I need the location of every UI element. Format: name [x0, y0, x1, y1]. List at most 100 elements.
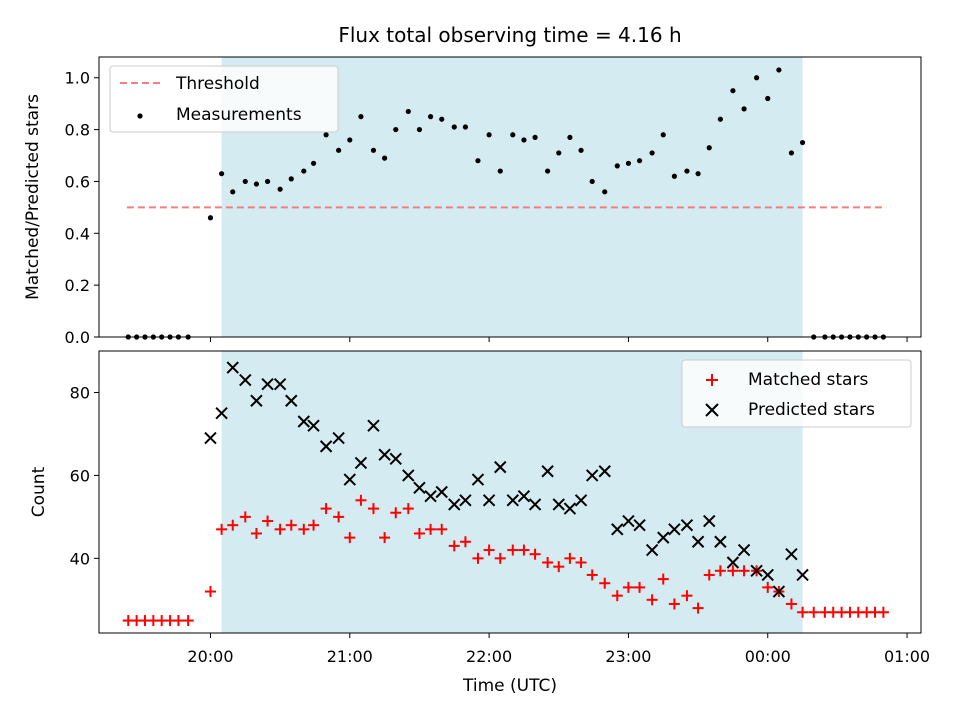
bottom-axes-frame	[98, 350, 922, 634]
measurement-point	[684, 168, 690, 174]
predicted-star-point-b	[680, 518, 694, 532]
predicted-star-point-b	[482, 494, 496, 507]
x-tick-label: 00:00	[745, 647, 791, 666]
measurement-point	[382, 155, 388, 161]
measurement-point	[393, 126, 399, 133]
matched-star-points	[122, 494, 889, 627]
bottom-y-axis: 40 60 80	[70, 383, 99, 568]
predicted-star-point	[378, 448, 391, 461]
x-axis-label: Time (UTC)	[462, 676, 557, 696]
matched-star-point	[611, 590, 623, 602]
legend-measurements-swatch	[137, 113, 143, 119]
predicted-star-point-b	[691, 535, 705, 548]
predicted-star-point	[506, 494, 519, 507]
top-panel: 0.0 0.2 0.4 0.6 0.8 1.0 Flux total observing …	[23, 23, 922, 347]
predicted-star-point	[204, 431, 217, 445]
bottom-y-tick-label: 40	[70, 549, 90, 568]
predicted-star-point	[459, 494, 472, 507]
measurement-point	[625, 160, 632, 166]
measurement-point	[799, 139, 806, 146]
top-y-tick-label: 0.8	[65, 121, 90, 140]
measurement-point	[578, 147, 584, 153]
predicted-star-point	[552, 498, 565, 511]
measurement-point	[253, 181, 260, 187]
predicted-star-point-b	[273, 377, 287, 391]
predicted-star-point	[332, 431, 345, 445]
predicted-star-point	[796, 568, 809, 582]
matched-star-point	[727, 565, 739, 577]
legend-measurements-label: Measurements	[176, 105, 302, 125]
predicted-star-point	[250, 394, 263, 407]
predicted-star-point-b	[435, 485, 448, 499]
legend-matched-swatch	[706, 374, 718, 386]
matched-star-point	[459, 536, 471, 548]
measurement-point	[347, 137, 353, 143]
matched-star-point	[227, 519, 239, 531]
predicted-star-point	[668, 523, 681, 536]
predicted-star-point	[761, 568, 774, 582]
measurement-point	[660, 132, 666, 138]
predicted-star-point-b	[448, 498, 461, 511]
predicted-star-point-b	[459, 494, 472, 507]
predicted-star-point-b	[239, 373, 252, 387]
measurement-point	[776, 67, 782, 73]
matched-star-point	[808, 606, 820, 618]
matched-star-point	[472, 552, 484, 564]
measurement-point	[475, 158, 481, 164]
legend-predicted-swatch	[705, 403, 719, 417]
predicted-star-point-b	[714, 535, 727, 548]
predicted-star-point	[354, 456, 368, 470]
measurement-point	[416, 126, 423, 133]
predicted-star-point-b	[541, 465, 554, 478]
predicted-star-point-b	[354, 456, 368, 470]
predicted-star-point	[343, 473, 356, 486]
predicted-star-point-b	[343, 473, 356, 486]
predicted-star-point-b	[726, 556, 740, 569]
predicted-star-point	[737, 543, 751, 557]
predicted-star-point	[297, 415, 311, 428]
predicted-star-point-b	[761, 568, 774, 582]
predicted-star-point	[413, 481, 426, 495]
chart-title: Flux total observing time = 4.16 h	[338, 23, 681, 47]
matched-star-point	[285, 519, 297, 531]
matched-star-point	[762, 581, 774, 593]
predicted-star-point-b	[703, 514, 716, 528]
predicted-star-point-b	[307, 419, 320, 432]
predicted-star-point	[239, 373, 252, 387]
predicted-star-point	[785, 547, 798, 561]
measurement-point	[636, 158, 643, 164]
matched-star-point	[436, 523, 448, 535]
legend-threshold-label: Threshold	[175, 74, 260, 94]
matched-star-point	[797, 606, 809, 618]
predicted-star-point-b	[367, 419, 380, 432]
predicted-star-point	[285, 394, 298, 407]
predicted-star-point-b	[750, 564, 763, 578]
measurement-point	[405, 108, 411, 115]
matched-star-point	[250, 527, 262, 539]
matched-star-point	[692, 602, 704, 614]
predicted-star-point	[680, 518, 694, 532]
matched-star-point	[529, 548, 541, 560]
matched-star-point	[448, 540, 460, 552]
measurement-point	[497, 168, 503, 174]
predicted-star-point	[541, 465, 554, 478]
measurement-point	[242, 178, 248, 185]
predicted-star-point	[574, 494, 588, 507]
matched-star-point	[703, 569, 715, 581]
predicted-star-point-b	[285, 394, 298, 407]
measurement-point	[288, 176, 294, 182]
measurement-point	[671, 173, 678, 179]
bottom-y-tick-label: 60	[70, 466, 90, 485]
bottom-y-tick-label: 80	[70, 383, 90, 402]
matched-star-point	[172, 615, 184, 627]
bottom-panel: 40 60 80 20:00 21:00 22:00 23:00 00:00 01:00 Co…	[29, 350, 930, 696]
measurement-point	[602, 189, 608, 195]
predicted-star-point-b	[796, 568, 809, 582]
predicted-star-point-b	[389, 452, 402, 466]
matched-star-point	[681, 590, 693, 602]
predicted-star-point-b	[598, 465, 611, 478]
predicted-star-point-b	[506, 494, 519, 507]
matched-star-point	[344, 532, 356, 544]
matched-star-point	[216, 523, 228, 535]
